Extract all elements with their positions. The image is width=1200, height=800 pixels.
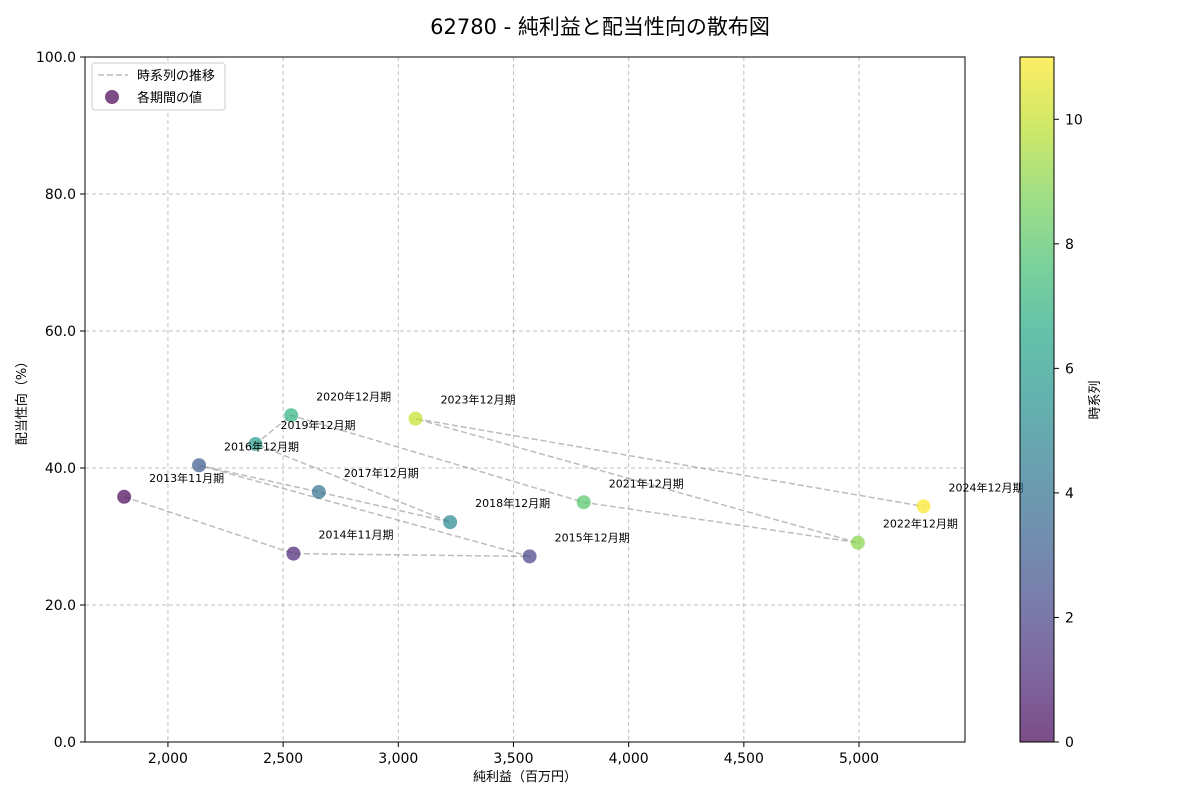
chart-title: 62780 - 純利益と配当性向の散布図 <box>430 15 770 39</box>
y-axis-ticks: 0.0 20.0 40.0 60.0 80.0 100.0 <box>36 50 85 751</box>
x-tick-label: 3,000 <box>378 751 418 767</box>
x-tick-label: 4,000 <box>609 751 649 767</box>
scatter-point <box>850 535 865 550</box>
x-tick-label: 2,000 <box>148 751 188 767</box>
scatter-point <box>286 546 301 561</box>
scatter-point <box>248 437 263 452</box>
grid <box>85 56 965 743</box>
y-tick-label: 100.0 <box>36 50 76 66</box>
scatter-point <box>284 408 299 423</box>
time-series-line <box>123 414 924 558</box>
point-label: 2018年12月期 <box>475 496 550 510</box>
scatter-point <box>192 458 207 473</box>
x-tick-label: 3,500 <box>493 751 533 767</box>
x-tick-label: 5,000 <box>839 751 879 767</box>
y-tick-label: 0.0 <box>54 735 76 751</box>
scatter-points <box>117 408 931 564</box>
point-label: 2016年12月期 <box>224 439 299 453</box>
scatter-point <box>443 515 458 530</box>
legend-marker-swatch <box>105 90 119 104</box>
point-label: 2013年11月期 <box>149 471 224 485</box>
colorbar-gradient <box>1019 56 1055 743</box>
legend-line-label: 時系列の推移 <box>137 69 215 84</box>
point-label: 2021年12月期 <box>609 476 684 490</box>
colorbar-tick-label: 6 <box>1065 361 1074 377</box>
x-axis-label: 純利益（百万円） <box>473 770 577 785</box>
scatter-point <box>522 549 537 564</box>
point-label: 2024年12月期 <box>949 480 1024 494</box>
colorbar: 0 2 4 6 8 10 時系列 <box>1019 56 1103 751</box>
point-label: 2020年12月期 <box>316 389 391 403</box>
legend: 時系列の推移 各期間の値 <box>91 62 226 111</box>
scatter-point <box>576 495 591 510</box>
y-tick-label: 40.0 <box>45 461 76 477</box>
y-tick-label: 20.0 <box>45 598 76 614</box>
x-axis-ticks: 2,000 2,500 3,000 3,500 4,000 4,500 5,000 <box>148 742 879 767</box>
x-tick-label: 2,500 <box>263 751 303 767</box>
colorbar-ticks: 0 2 4 6 8 10 <box>1054 112 1083 751</box>
point-label: 2023年12月期 <box>441 393 516 407</box>
time-series-path <box>123 414 924 558</box>
colorbar-label: 時系列 <box>1088 380 1103 419</box>
point-label: 2022年12月期 <box>883 517 958 531</box>
y-tick-label: 80.0 <box>45 187 76 203</box>
scatter-point <box>408 411 423 426</box>
point-label: 2019年12月期 <box>280 418 355 432</box>
legend-marker-label: 各期間の値 <box>137 90 202 106</box>
point-label: 2017年12月期 <box>344 466 419 480</box>
scatter-point <box>311 484 326 499</box>
x-tick-label: 4,500 <box>724 751 764 767</box>
scatter-point <box>117 489 132 504</box>
colorbar-tick-label: 4 <box>1065 486 1074 502</box>
point-label: 2014年11月期 <box>318 528 393 542</box>
point-label: 2015年12月期 <box>555 530 630 544</box>
colorbar-tick-label: 8 <box>1065 237 1074 253</box>
point-labels: 2013年11月期 2014年11月期 2015年12月期 2016年12月期 2017… <box>149 389 1023 544</box>
colorbar-tick-label: 0 <box>1065 735 1074 751</box>
scatter-point <box>916 499 931 514</box>
colorbar-tick-label: 2 <box>1065 610 1074 626</box>
plot-frame <box>84 56 966 743</box>
colorbar-tick-label: 10 <box>1065 112 1083 128</box>
y-tick-label: 60.0 <box>45 324 76 340</box>
y-axis-label: 配当性向（%） <box>14 355 30 445</box>
